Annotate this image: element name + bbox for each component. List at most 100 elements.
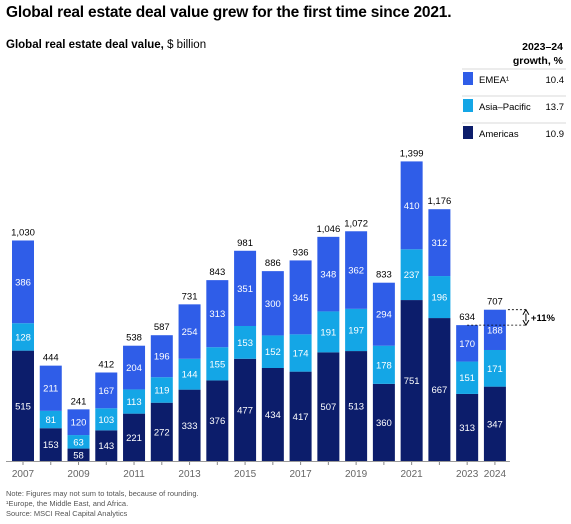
data-label-americas-2008: 153 [43,440,59,451]
data-label-asia-pacific-2016: 152 [265,347,281,358]
bar-emea-2024 [483,309,506,350]
bar-emea-2011 [123,345,146,390]
total-label-2014: 843 [209,267,225,278]
data-label-americas-2011: 221 [126,433,142,444]
total-label-2021: 1,399 [400,148,424,159]
data-label-emea-2024: 188 [487,325,503,336]
bar-americas-2010 [95,430,118,461]
bar-americas-2019 [345,351,368,461]
bar-americas-2024 [483,386,506,461]
data-label-americas-2009: 58 [73,450,84,461]
data-label-emea-2013: 254 [182,327,198,338]
x-tick-label-2013: 2013 [178,469,201,480]
bar-emea-2020 [372,282,395,346]
data-label-asia-pacific-2021: 237 [404,270,420,281]
data-label-asia-pacific-2010: 103 [98,415,114,426]
data-label-emea-2016: 300 [265,299,281,310]
data-label-americas-2014: 376 [209,416,225,427]
data-label-americas-2012: 272 [154,427,170,438]
legend-swatch-americas [463,126,473,139]
bar-asia-pacific-2007 [12,323,34,351]
chart-title: Global real estate deal value grew for t… [6,4,452,21]
data-label-asia-pacific-2018: 191 [320,327,336,338]
bar-asia-pacific-2015 [234,325,257,359]
data-label-asia-pacific-2014: 155 [209,359,225,370]
data-label-americas-2018: 507 [320,402,336,413]
bar-asia-pacific-2021 [400,249,423,301]
chart-subtitle: Global real estate deal value, $ billion [6,39,206,51]
total-label-2016: 886 [265,258,281,269]
data-label-emea-2020: 294 [376,310,392,321]
total-label-2018: 1,046 [316,224,340,235]
data-label-emea-2014: 313 [209,309,225,320]
x-axis: 2007 2009 2011 2013 2015 2017 2019 2021 2023 2024 [6,461,510,480]
data-label-asia-pacific-2023: 151 [459,373,475,384]
total-label-2023: 634 [459,312,475,323]
annotation-arrow-head-down [522,319,530,327]
bar-asia-pacific-2012 [150,377,173,403]
bar-emea-2022 [428,209,451,277]
bar-emea-2017 [289,260,312,335]
bar-asia-pacific-2011 [123,389,146,414]
data-label-emea-2007: 386 [15,277,31,288]
bar-americas-2022 [428,318,451,461]
bar-americas-2015 [234,358,257,461]
bar-asia-pacific-2008 [39,410,62,429]
data-label-americas-2015: 477 [237,405,253,416]
bar-americas-2009 [67,448,90,461]
data-label-americas-2016: 434 [265,410,281,421]
footnotes: Note: Figures may not sum to totals, bec… [6,489,199,519]
annotation-growth-label: +11% [531,313,556,324]
bar-americas-2011 [123,413,146,461]
bar-asia-pacific-2019 [345,308,368,352]
total-label-2022: 1,176 [428,196,452,207]
bar-americas-2008 [39,428,62,461]
data-label-asia-pacific-2015: 153 [237,338,253,349]
growth-header-years: 2023–24 [522,41,563,53]
x-tick-label-2023: 2023 [456,469,479,480]
total-label-2020: 833 [376,270,392,281]
bar-americas-2007 [12,350,34,461]
data-label-asia-pacific-2024: 171 [487,364,503,375]
data-label-americas-2023: 313 [459,423,475,434]
note-source: Source: MSCI Real Capital Analytics [6,509,128,518]
data-label-emea-2023: 170 [459,339,475,350]
data-label-asia-pacific-2009: 63 [73,437,84,448]
bar-americas-2017 [289,371,312,461]
data-label-asia-pacific-2022: 196 [431,293,447,304]
data-label-americas-2010: 143 [98,441,114,452]
total-label-2019: 1,072 [344,218,368,229]
data-label-emea-2012: 196 [154,352,170,363]
data-label-emea-2017: 345 [293,293,309,304]
bar-asia-pacific-2020 [372,345,395,384]
data-label-asia-pacific-2020: 178 [376,360,392,371]
bar-emea-2009 [67,409,90,436]
total-label-2008: 444 [43,353,59,364]
data-label-americas-2013: 333 [182,421,198,432]
x-tick-label-2024: 2024 [484,469,507,480]
total-label-2011: 538 [126,333,142,344]
bar-asia-pacific-2013 [178,358,201,390]
total-label-2013: 731 [182,291,198,302]
x-tick-label-2021: 2021 [401,469,424,480]
growth-header-unit: growth, % [512,55,563,67]
legend-growth-asia-pacific: 13.7 [546,102,565,113]
growth-annotation: +11% [467,308,556,327]
data-label-emea-2019: 362 [348,266,364,277]
total-label-2007: 1,030 [11,227,35,238]
legend-label-emea: EMEA¹ [479,75,509,86]
bar-americas-2013 [178,389,201,461]
legend-growth-americas: 10.9 [546,129,565,140]
bar-asia-pacific-2010 [95,408,118,431]
note-emea: ¹Europe, the Middle East, and Africa. [6,499,129,508]
bar-emea-2015 [234,250,257,326]
bar-emea-2008 [39,365,62,411]
data-label-emea-2018: 348 [320,270,336,281]
total-label-2024: 707 [487,297,503,308]
legend: EMEA¹ 10.4 Asia–Pacific 13.7 Americas 10.9 [462,68,566,140]
legend-swatch-emea [463,72,473,85]
bar-asia-pacific-2023 [456,361,479,394]
bar-emea-2012 [150,335,173,378]
data-label-americas-2019: 513 [348,402,364,413]
data-label-americas-2020: 360 [376,418,392,429]
